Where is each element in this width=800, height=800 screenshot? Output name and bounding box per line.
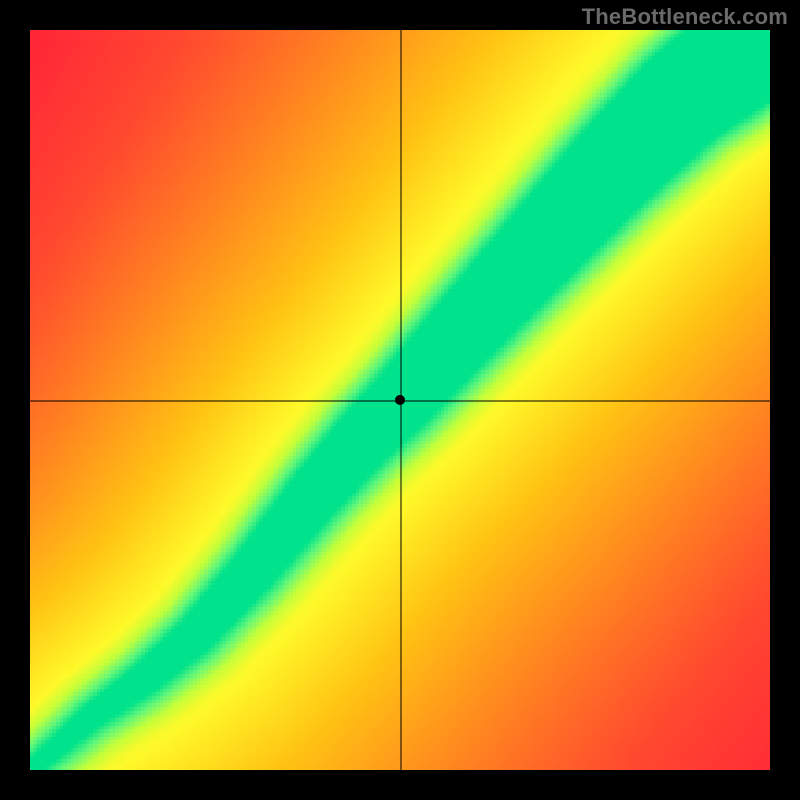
attribution-text: TheBottleneck.com (582, 4, 788, 30)
heatmap-canvas (30, 30, 770, 770)
page-root: TheBottleneck.com (0, 0, 800, 800)
plot-frame (30, 30, 770, 770)
